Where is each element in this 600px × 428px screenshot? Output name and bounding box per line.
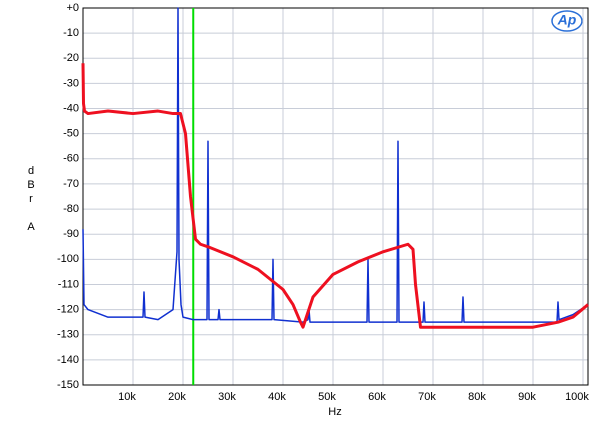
y-tick-label: -70 xyxy=(63,178,79,190)
x-tick-label: 100k xyxy=(565,391,589,403)
y-tick-label: +0 xyxy=(66,2,79,14)
logo-ring xyxy=(551,10,583,32)
y-tick-label: -60 xyxy=(63,153,79,165)
x-tick-label: 40k xyxy=(268,391,286,403)
y-axis-label: dBr A xyxy=(25,165,37,235)
logo: Ap xyxy=(557,12,577,28)
x-tick-label: 30k xyxy=(218,391,236,403)
y-tick-label: -20 xyxy=(63,52,79,64)
y-tick-label: -90 xyxy=(63,228,79,240)
y-tick-label: -110 xyxy=(58,278,79,290)
x-tick-label: 80k xyxy=(468,391,486,403)
x-tick-label: 70k xyxy=(418,391,436,403)
x-tick-label: 20k xyxy=(168,391,186,403)
x-axis-label: Hz xyxy=(328,406,341,418)
series-line xyxy=(81,63,589,329)
y-tick-label: -10 xyxy=(63,27,79,39)
y-tick-label: -80 xyxy=(63,203,79,215)
y-tick-label: -130 xyxy=(57,329,79,341)
x-tick-label: 90k xyxy=(518,391,536,403)
plot-frame xyxy=(82,7,589,386)
y-tick-label: -40 xyxy=(63,102,79,114)
y-tick-label: -100 xyxy=(57,253,79,265)
x-tick-label: 60k xyxy=(368,391,386,403)
y-tick-label: -140 xyxy=(57,354,79,366)
x-tick-label: 50k xyxy=(318,391,336,403)
series-line xyxy=(82,7,589,323)
y-tick-label: -30 xyxy=(63,77,79,89)
y-tick-label: -120 xyxy=(57,304,79,316)
y-tick-label: -150 xyxy=(57,379,79,391)
x-tick-label: 10k xyxy=(118,391,136,403)
y-tick-label: -50 xyxy=(63,128,79,140)
